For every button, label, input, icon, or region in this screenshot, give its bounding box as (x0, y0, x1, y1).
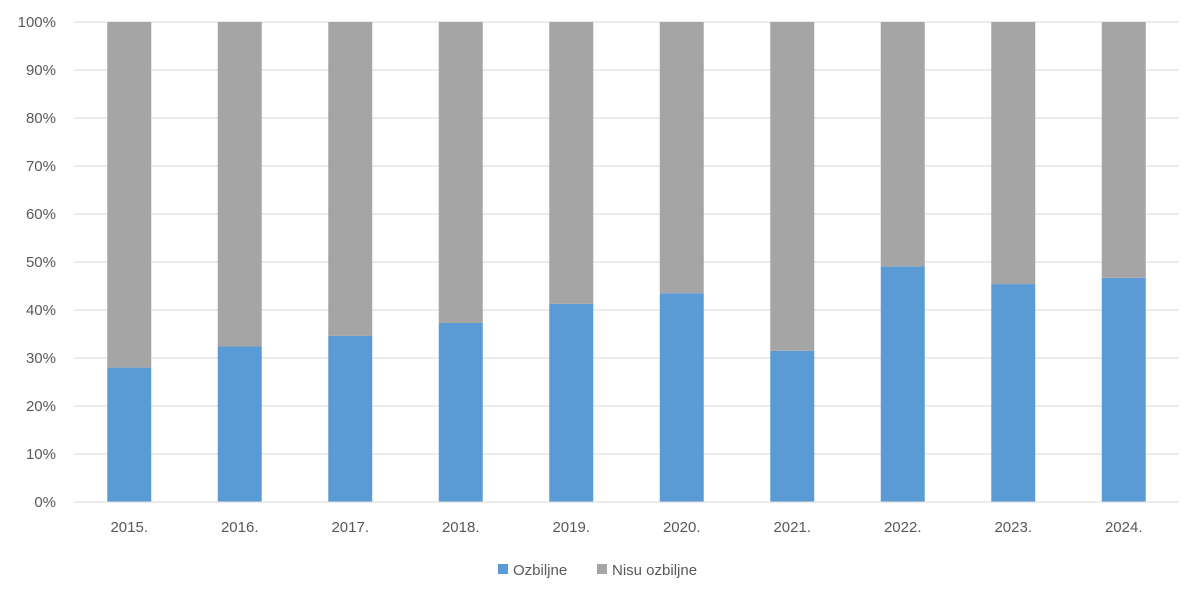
y-tick-label: 10% (26, 446, 56, 463)
y-axis-ticks: 0% 10% 20% 30% 40% 50% 60% 70% 80% 90% 100% (18, 14, 56, 511)
bar-nisu-ozbiljne (217, 22, 262, 347)
x-axis-ticks: 2015. 2016. 2017. 2018. 2019. 2020. 2021. 2022.… (110, 519, 1142, 536)
bar-ozbiljne (770, 350, 815, 502)
bar-ozbiljne (659, 293, 704, 502)
y-tick-label: 90% (26, 62, 56, 79)
bar-ozbiljne (549, 303, 594, 502)
y-tick-label: 0% (34, 494, 56, 511)
bar-nisu-ozbiljne (1101, 22, 1146, 278)
x-tick-label: 2017. (331, 519, 369, 536)
bar-nisu-ozbiljne (770, 22, 815, 351)
x-tick-label: 2020. (663, 519, 701, 536)
bar-nisu-ozbiljne (880, 22, 925, 267)
x-tick-label: 2019. (552, 519, 590, 536)
legend-swatch (597, 564, 607, 574)
legend-label: Ozbiljne (513, 562, 567, 579)
legend-label: Nisu ozbiljne (612, 562, 697, 579)
bar-ozbiljne (217, 346, 262, 502)
x-tick-label: 2023. (994, 519, 1032, 536)
bar-ozbiljne (880, 266, 925, 502)
y-tick-label: 50% (26, 254, 56, 271)
x-tick-label: 2016. (221, 519, 259, 536)
bar-nisu-ozbiljne (438, 22, 483, 323)
bar-nisu-ozbiljne (549, 22, 594, 304)
y-tick-label: 30% (26, 350, 56, 367)
bar-nisu-ozbiljne (991, 22, 1036, 285)
x-tick-label: 2018. (442, 519, 480, 536)
bar-ozbiljne (107, 367, 152, 502)
y-tick-label: 70% (26, 158, 56, 175)
y-tick-label: 80% (26, 110, 56, 127)
x-tick-label: 2022. (884, 519, 922, 536)
y-tick-label: 20% (26, 398, 56, 415)
bar-ozbiljne (991, 284, 1036, 502)
bar-ozbiljne (328, 335, 373, 502)
bar-ozbiljne (438, 322, 483, 502)
bars (107, 22, 1146, 502)
x-tick-label: 2024. (1105, 519, 1143, 536)
bar-nisu-ozbiljne (107, 22, 152, 368)
legend: Ozbiljne Nisu ozbiljne (498, 562, 697, 579)
bar-nisu-ozbiljne (659, 22, 704, 294)
y-tick-label: 40% (26, 302, 56, 319)
x-tick-label: 2021. (773, 519, 811, 536)
x-tick-label: 2015. (110, 519, 148, 536)
bar-nisu-ozbiljne (328, 22, 373, 336)
y-tick-label: 60% (26, 206, 56, 223)
y-tick-label: 100% (18, 14, 56, 31)
bar-ozbiljne (1101, 277, 1146, 502)
legend-swatch (498, 564, 508, 574)
